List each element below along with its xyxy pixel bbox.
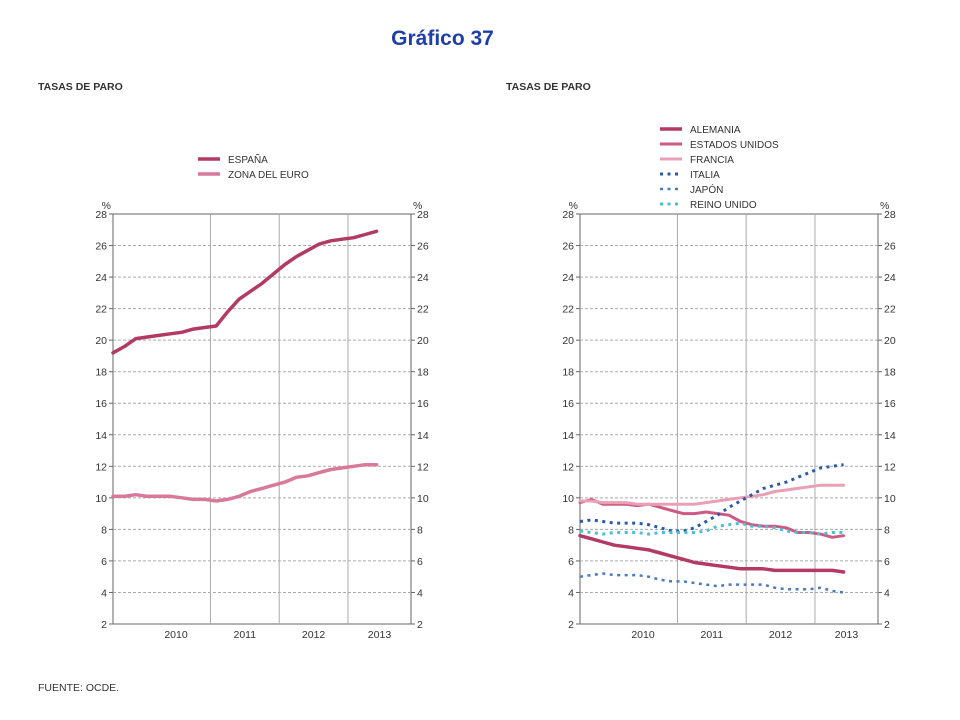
y-tick-label-left: 12 xyxy=(562,461,574,473)
y-tick-label-left: 12 xyxy=(95,461,107,473)
y-unit-label-left: % xyxy=(569,200,578,212)
y-tick-label-right: 6 xyxy=(884,556,890,568)
y-tick-label-right: 12 xyxy=(884,461,896,473)
y-tick-label-right: 28 xyxy=(417,209,429,221)
legend-label-3: FRANCIA xyxy=(690,155,734,166)
y-tick-label-left: 22 xyxy=(562,304,574,316)
x-year-label: 2011 xyxy=(234,629,257,641)
page-title: Gráfico 37 xyxy=(391,27,494,50)
legend-label-6: REINO UNIDO xyxy=(690,200,757,211)
y-tick-label-right: 12 xyxy=(417,461,429,473)
y-tick-label-right: 8 xyxy=(417,524,423,536)
series-line-5 xyxy=(579,572,844,594)
y-unit-label-right: % xyxy=(880,200,889,212)
x-year-label: 2010 xyxy=(631,629,655,641)
plot-frame xyxy=(579,213,879,625)
y-tick-label-right: 18 xyxy=(417,367,429,379)
y-tick-label-right: 26 xyxy=(417,241,429,253)
y-tick-label-left: 18 xyxy=(95,367,107,379)
y-tick-label-right: 6 xyxy=(417,556,423,568)
y-tick-label-left: 2 xyxy=(568,619,574,631)
y-tick-label-left: 22 xyxy=(95,304,107,316)
y-tick-label-right: 18 xyxy=(884,367,896,379)
legend-label-2: ESTADOS UNIDOS xyxy=(690,140,779,151)
series-line-2 xyxy=(578,497,846,539)
y-tick-label-left: 16 xyxy=(95,398,107,410)
right-panel-title: TASAS DE PARO xyxy=(506,81,591,93)
series-line-3 xyxy=(578,483,846,506)
left-panel-title: TASAS DE PARO xyxy=(38,81,123,93)
y-tick-label-right: 4 xyxy=(884,587,890,599)
x-year-label: 2012 xyxy=(769,629,793,641)
y-tick-label-left: 16 xyxy=(562,398,574,410)
y-tick-label-left: 8 xyxy=(101,524,107,536)
y-tick-label-right: 24 xyxy=(417,272,429,284)
y-tick-label-right: 16 xyxy=(884,398,896,410)
y-tick-label-left: 4 xyxy=(101,587,107,599)
y-unit-label-right: % xyxy=(413,200,422,212)
series-line-6 xyxy=(579,521,844,536)
x-year-label: 2012 xyxy=(302,629,326,641)
x-year-label: 2011 xyxy=(701,629,724,641)
x-year-label: 2010 xyxy=(164,629,188,641)
y-tick-label-left: 14 xyxy=(95,430,107,442)
y-tick-label-right: 24 xyxy=(884,272,896,284)
y-tick-label-right: 2 xyxy=(884,619,890,631)
legend-label-1: ESPAÑA xyxy=(228,153,268,166)
y-unit-label-left: % xyxy=(102,200,111,212)
legend-label-4: ITALIA xyxy=(690,170,720,181)
y-tick-label-right: 10 xyxy=(884,493,896,505)
y-tick-label-left: 8 xyxy=(568,524,574,536)
y-tick-label-left: 14 xyxy=(562,430,574,442)
source-note: FUENTE: OCDE. xyxy=(38,682,120,694)
y-tick-label-right: 14 xyxy=(417,430,429,442)
y-tick-label-right: 20 xyxy=(884,335,896,347)
y-tick-label-left: 6 xyxy=(101,556,107,568)
y-tick-label-right: 22 xyxy=(417,304,429,316)
plot-frame xyxy=(112,213,412,625)
y-tick-label-right: 2 xyxy=(417,619,423,631)
y-tick-label-right: 14 xyxy=(884,430,896,442)
y-tick-label-right: 20 xyxy=(417,335,429,347)
legend-label-2: ZONA DEL EURO xyxy=(228,170,309,181)
y-tick-label-left: 20 xyxy=(95,335,107,347)
y-tick-label-left: 20 xyxy=(562,335,574,347)
legend-label-1: ALEMANIA xyxy=(690,125,741,136)
y-tick-label-right: 26 xyxy=(884,241,896,253)
x-year-label: 2013 xyxy=(835,629,859,641)
y-tick-label-left: 28 xyxy=(95,209,107,221)
y-tick-label-left: 2 xyxy=(101,619,107,631)
y-tick-label-right: 10 xyxy=(417,493,429,505)
y-tick-label-left: 4 xyxy=(568,587,574,599)
y-tick-label-right: 22 xyxy=(884,304,896,316)
y-tick-label-right: 28 xyxy=(884,209,896,221)
y-tick-label-right: 8 xyxy=(884,524,890,536)
series-line-4 xyxy=(579,463,844,533)
y-tick-label-left: 28 xyxy=(562,209,574,221)
y-tick-label-left: 10 xyxy=(95,493,107,505)
y-tick-label-left: 26 xyxy=(95,241,107,253)
y-tick-label-left: 24 xyxy=(562,272,574,284)
y-tick-label-right: 4 xyxy=(417,587,423,599)
y-tick-label-right: 16 xyxy=(417,398,429,410)
y-tick-label-left: 18 xyxy=(562,367,574,379)
y-tick-label-left: 10 xyxy=(562,493,574,505)
y-tick-label-left: 24 xyxy=(95,272,107,284)
series-line-1 xyxy=(578,533,846,574)
y-tick-label-left: 26 xyxy=(562,241,574,253)
legend-label-5: JAPÓN xyxy=(690,183,723,196)
x-year-label: 2013 xyxy=(368,629,392,641)
series-line-2 xyxy=(111,462,379,503)
y-tick-label-left: 6 xyxy=(568,556,574,568)
series-line-1 xyxy=(111,229,379,355)
